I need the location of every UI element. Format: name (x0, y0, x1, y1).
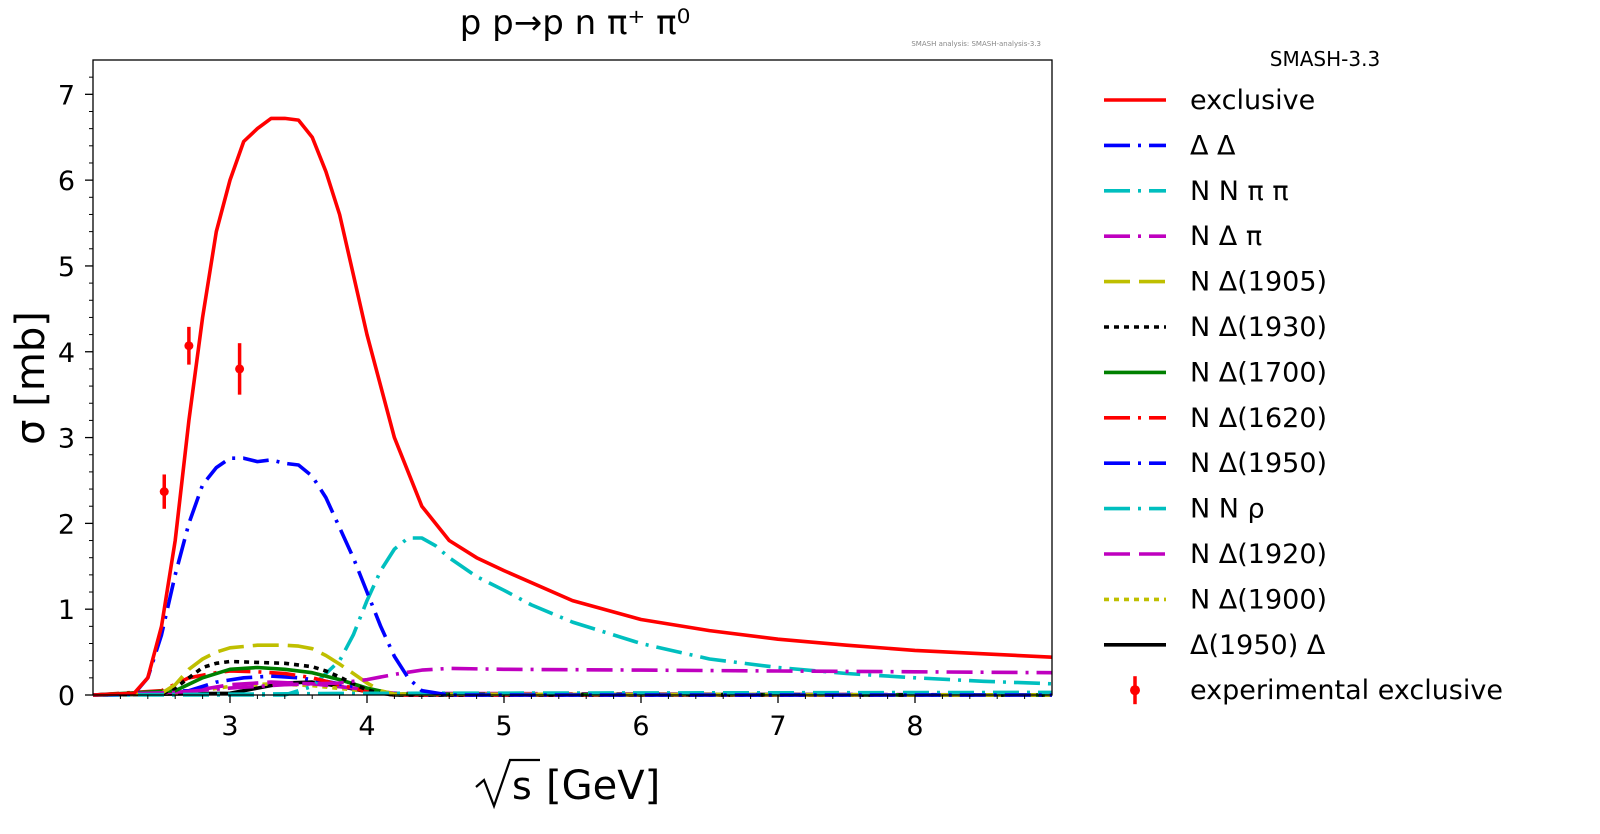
y-axis: 0 1 2 3 4 5 6 7 (58, 76, 93, 712)
experimental-point (159, 474, 169, 509)
x-axis-label-symbol: s (512, 764, 532, 808)
legend-label: N Δ(1930) (1190, 312, 1327, 343)
legend-label: Δ(1950) Δ (1190, 630, 1326, 661)
series-line-5 (92, 659, 1052, 697)
legend-label: N Δ(1920) (1190, 539, 1327, 570)
legend-label: N Δ(1900) (1190, 584, 1327, 615)
data-marker (159, 487, 169, 497)
y-tick-label: 6 (58, 166, 75, 197)
legend: exclusive Δ Δ N N π π N Δ π N Δ(1905) N Δ(193… (1104, 85, 1503, 706)
series-line-1 (92, 456, 1052, 697)
x-axis: 3 4 5 6 7 8 (119, 695, 1026, 742)
x-axis-label-unit: [GeV] (546, 763, 660, 809)
plot-frame (92, 59, 1053, 696)
y-tick-label: 4 (58, 338, 75, 369)
legend-entry: experimental exclusive (1130, 675, 1503, 706)
legend-entry: N Δ(1930) (1104, 312, 1327, 343)
x-tick-label: 7 (769, 711, 786, 742)
series-line-8 (92, 674, 1052, 697)
legend-entry: N Δ(1905) (1104, 267, 1327, 298)
legend-entry: N Δ(1900) (1104, 584, 1327, 615)
legend-label: N Δ(1950) (1190, 448, 1327, 479)
y-tick-label: 3 (58, 424, 75, 455)
x-axis-label: s [GeV] (475, 758, 660, 810)
legend-label: N N ρ (1190, 494, 1265, 525)
legend-entry: N Δ(1950) (1104, 448, 1327, 479)
x-tick-label: 6 (632, 711, 649, 742)
x-tick-label: 4 (358, 711, 375, 742)
legend-entry: N N ρ (1104, 494, 1265, 525)
legend-entry: N N π π (1104, 176, 1289, 207)
legend-label: N Δ(1620) (1190, 403, 1327, 434)
legend-entry: N Δ(1920) (1104, 539, 1327, 570)
legend-label: N N π π (1190, 176, 1289, 207)
series-line-3 (92, 666, 1053, 697)
legend-label: N Δ(1905) (1190, 267, 1327, 298)
legend-entry: N Δ(1700) (1104, 357, 1327, 388)
y-tick-label: 5 (58, 252, 75, 283)
legend-label: N Δ π (1190, 221, 1262, 252)
legend-marker (1130, 685, 1140, 696)
data-marker (235, 364, 245, 374)
legend-entry: N Δ π (1104, 221, 1262, 252)
experimental-point (235, 343, 245, 395)
chart-title: p p→p n π⁺ π⁰ (460, 3, 691, 43)
legend-entry: N Δ(1620) (1104, 403, 1327, 434)
y-tick-label: 1 (58, 595, 75, 626)
y-tick-label: 7 (58, 80, 75, 111)
legend-label: exclusive (1190, 85, 1315, 116)
series-line-0 (92, 116, 1053, 697)
series-line-6 (92, 665, 1053, 697)
experimental-layer (159, 326, 245, 509)
x-tick-label: 8 (906, 711, 923, 742)
legend-label: N Δ(1700) (1190, 357, 1327, 388)
legend-label: Δ Δ (1190, 130, 1236, 161)
analysis-watermark: SMASH analysis: SMASH-analysis-3.3 (911, 40, 1041, 48)
x-tick-label: 3 (221, 711, 238, 742)
series-line-4 (92, 643, 1053, 697)
y-tick-label: 2 (58, 509, 75, 540)
sqrt-symbol (475, 758, 540, 810)
x-tick-label: 5 (495, 711, 512, 742)
y-tick-label: 0 (58, 681, 75, 712)
legend-label: experimental exclusive (1190, 675, 1503, 706)
legend-entry: Δ Δ (1104, 130, 1236, 161)
series-layer (92, 116, 1053, 697)
data-marker (184, 341, 194, 351)
experimental-point (184, 326, 194, 365)
legend-title: SMASH-3.3 (1270, 47, 1380, 71)
legend-entry: Δ(1950) Δ (1104, 630, 1326, 661)
legend-entry: exclusive (1104, 85, 1315, 116)
y-axis-label: σ [mb] (8, 311, 54, 445)
